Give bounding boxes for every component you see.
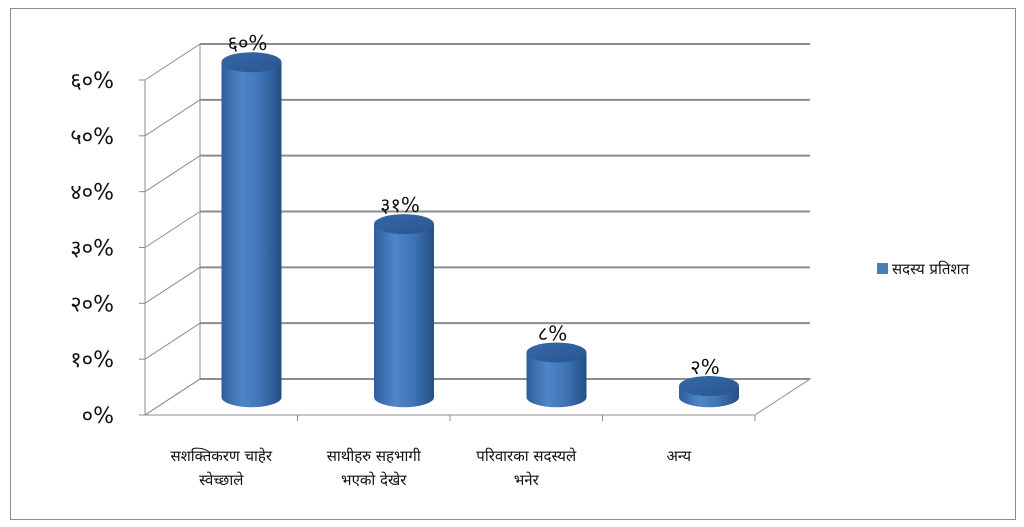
- y-tick-label: ४०%: [70, 181, 114, 206]
- legend-label: सदस्य प्रतिशत: [892, 260, 970, 278]
- x-tick-label: साथीहरु सहभागी भएको देखेर: [327, 447, 422, 489]
- side-gridline: [144, 322, 201, 360]
- data-label: ६०%: [228, 31, 268, 55]
- bar: [221, 52, 282, 408]
- y-tick-label: ५०%: [70, 125, 114, 150]
- data-label: २%: [690, 355, 719, 379]
- y-tick-label: ६०%: [70, 69, 114, 94]
- side-gridline: [144, 43, 201, 81]
- side-gridline: [144, 378, 201, 416]
- bar-body: [374, 224, 434, 408]
- bar-top: [679, 376, 739, 397]
- data-label: ३१%: [380, 193, 420, 217]
- bar: [526, 342, 587, 408]
- bar: [679, 376, 739, 408]
- bar-top: [374, 214, 434, 235]
- legend-swatch: [877, 263, 888, 274]
- bar-body: [526, 352, 587, 408]
- x-tick-label: सशक्तिकरण चाहेर स्वेच्छाले: [170, 447, 272, 489]
- data-label: ८%: [538, 322, 567, 346]
- side-gridline: [144, 99, 201, 137]
- y-tick-label: १०%: [70, 348, 114, 373]
- data-labels: ६०% ३१% ८% २%: [228, 31, 720, 379]
- y-tick-label: ०%: [82, 404, 114, 429]
- bar-top: [221, 52, 282, 73]
- y-axis-ticks: ०% १०% २०% ३०% ४०% ५०% ६०%: [70, 69, 145, 429]
- bar: [374, 214, 434, 408]
- side-gridline: [144, 266, 201, 304]
- chart-frame: [10, 8, 1016, 520]
- side-gridline: [144, 211, 201, 248]
- x-tick-label: अन्य: [666, 447, 691, 465]
- y-tick-label: ३०%: [70, 237, 114, 262]
- x-tick-label: परिवारका सदस्यले भनेर: [476, 447, 577, 489]
- legend: सदस्य प्रतिशत: [877, 260, 970, 278]
- y-tick-label: २०%: [70, 292, 114, 317]
- side-gridline: [144, 155, 201, 193]
- x-axis-ticks: सशक्तिकरण चाहेर स्वेच्छाले साथीहरु सहभागी भ…: [170, 415, 756, 489]
- bars: [221, 52, 739, 408]
- bar-top: [526, 342, 587, 363]
- bar-body: [221, 62, 282, 408]
